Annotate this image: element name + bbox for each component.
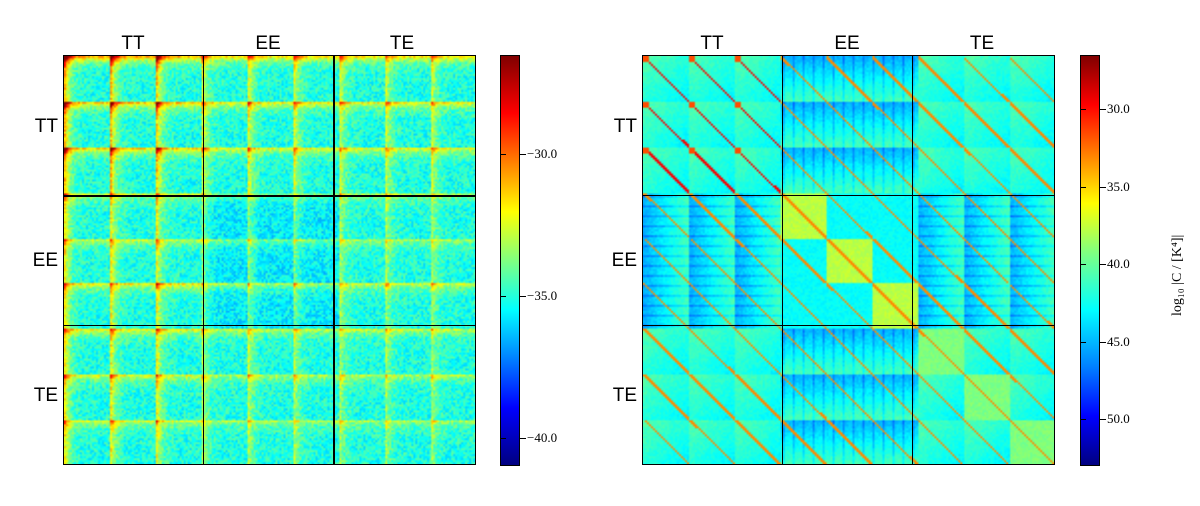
colorbar-tick-label: 35.0 — [1107, 179, 1130, 194]
right-col-label-tt: TT — [700, 33, 724, 54]
right-row-label-tt: TT — [613, 116, 637, 137]
right-col-label-te: TE — [969, 33, 995, 54]
left-colorbar — [500, 55, 520, 466]
colorbar-tick-left — [500, 154, 506, 155]
colorbar-tick-label: 40.0 — [1107, 256, 1130, 271]
left-row-label-te: TE — [33, 385, 58, 406]
left-divider-v1 — [203, 56, 204, 464]
right-col-label-ee: EE — [834, 33, 860, 54]
left-heatmap-canvas — [64, 56, 475, 464]
colorbar-tick-left — [1080, 419, 1086, 420]
colorbar-tick-label: −30.0 — [527, 146, 558, 161]
left-divider-h2 — [64, 325, 475, 326]
colorbar-tick-left — [500, 438, 506, 439]
colorbar-tick-left — [1080, 109, 1086, 110]
colorbar-tick — [1100, 109, 1106, 110]
right-divider-v1 — [782, 56, 783, 464]
colorbar-tick-label: 50.0 — [1107, 411, 1130, 426]
colorbar-tick-left — [500, 296, 506, 297]
right-heatmap-canvas — [643, 56, 1054, 464]
colorbar-tick-label: 30.0 — [1107, 101, 1130, 116]
colorbar-tick — [1100, 187, 1106, 188]
colorbar-tick-label: −35.0 — [527, 288, 558, 303]
right-divider-h2 — [643, 325, 1054, 326]
colorbar-tick — [1100, 419, 1106, 420]
colorbar-tick — [520, 296, 526, 297]
left-col-label-tt: TT — [121, 33, 145, 54]
left-row-label-tt: TT — [34, 116, 58, 137]
colorbar-tick — [520, 438, 526, 439]
left-heatmap — [63, 55, 476, 465]
left-divider-h1 — [64, 195, 475, 197]
right-colorbar — [1080, 55, 1100, 466]
right-heatmap — [642, 55, 1055, 465]
colorbar-tick-left — [1080, 264, 1086, 265]
colorbar-tick — [1100, 342, 1106, 343]
colorbar-tick-left — [1080, 187, 1086, 188]
right-row-label-te: TE — [612, 385, 637, 406]
left-col-label-ee: EE — [255, 33, 281, 54]
right-row-label-ee: EE — [611, 250, 637, 271]
left-row-label-ee: EE — [32, 250, 58, 271]
right-divider-h1 — [643, 195, 1054, 196]
left-col-label-te: TE — [389, 33, 415, 54]
colorbar-tick-label: 45.0 — [1107, 334, 1130, 349]
right-divider-v2 — [912, 56, 913, 464]
left-divider-v2 — [333, 56, 335, 464]
colorbar-tick — [1100, 264, 1106, 265]
right-colorbar-label: log₁₀ |C / [K⁴]| — [1170, 234, 1185, 316]
colorbar-tick-left — [1080, 342, 1086, 343]
colorbar-tick-label: −40.0 — [527, 430, 558, 445]
colorbar-tick — [520, 154, 526, 155]
